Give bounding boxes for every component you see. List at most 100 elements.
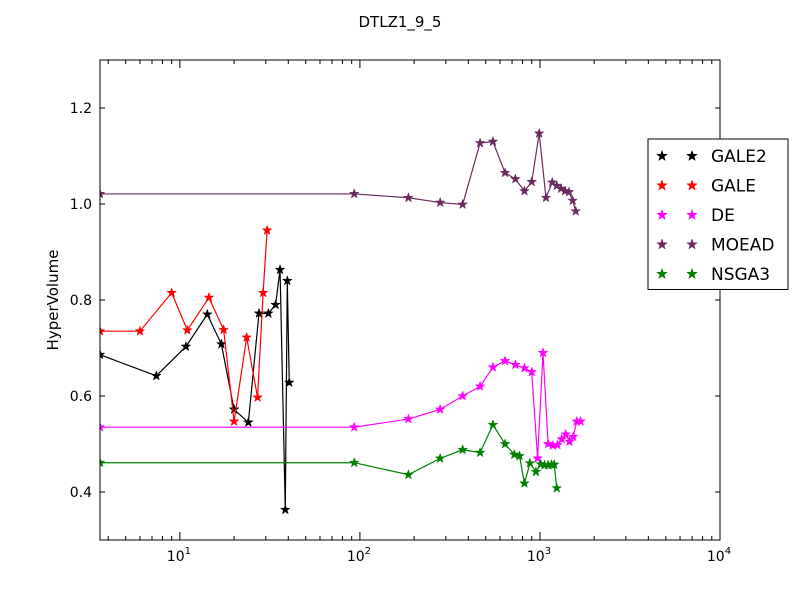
legend-label-de: DE xyxy=(711,206,735,226)
legend-marker-gale xyxy=(656,179,668,191)
data-point-de xyxy=(551,439,563,450)
y-axis-label: HyperVolume xyxy=(44,250,62,351)
data-point-moead xyxy=(100,188,106,199)
data-point-gale xyxy=(166,287,178,298)
data-point-gale2 xyxy=(262,307,274,319)
legend-label-nsga3: NSGA3 xyxy=(711,265,770,285)
x-tick-label: 104 xyxy=(707,546,731,565)
series-line-gale2 xyxy=(100,269,290,510)
data-point-de xyxy=(402,413,414,424)
data-point-gale2 xyxy=(274,263,286,275)
data-point-gale2 xyxy=(242,416,254,428)
y-tick-label: 1.2 xyxy=(70,101,92,117)
data-point-de xyxy=(542,438,554,449)
data-point-moead xyxy=(526,176,538,187)
data-point-moead xyxy=(570,205,582,216)
legend-marker-de xyxy=(686,208,698,221)
data-point-moead xyxy=(567,194,579,206)
data-point-nsga3 xyxy=(514,450,526,461)
data-point-gale2 xyxy=(283,376,295,388)
y-tick-label: 0.8 xyxy=(70,293,92,309)
y-tick-label: 0.6 xyxy=(70,389,92,405)
data-point-moead xyxy=(487,135,499,147)
legend-label-gale: GALE xyxy=(711,177,756,197)
data-point-de xyxy=(348,421,360,432)
data-point-gale xyxy=(257,287,269,298)
data-point-gale2 xyxy=(281,275,293,286)
data-point-moead xyxy=(509,173,521,184)
data-point-nsga3 xyxy=(100,456,106,468)
data-point-moead xyxy=(518,185,530,196)
data-point-de xyxy=(509,359,521,370)
data-point-gale xyxy=(252,391,264,403)
data-point-gale xyxy=(134,325,146,336)
data-point-gale2 xyxy=(201,308,213,320)
data-point-de xyxy=(518,362,530,373)
plot-frame xyxy=(99,59,721,541)
data-point-gale2 xyxy=(270,299,282,310)
legend-marker-gale xyxy=(686,179,698,191)
data-point-moead xyxy=(402,191,414,203)
data-point-nsga3 xyxy=(551,482,563,493)
data-point-gale xyxy=(261,224,273,236)
data-point-nsga3 xyxy=(548,458,560,470)
y-tick-label: 0.4 xyxy=(70,485,92,501)
legend-marker-nsga3 xyxy=(656,267,668,280)
legend-marker-de xyxy=(656,208,668,221)
data-point-moead xyxy=(348,188,360,199)
data-point-nsga3 xyxy=(518,477,530,489)
data-point-de xyxy=(567,431,579,442)
data-point-de xyxy=(537,347,549,358)
data-point-de xyxy=(532,452,544,464)
data-point-de xyxy=(556,433,568,444)
data-point-de xyxy=(560,428,572,440)
data-point-moead xyxy=(499,167,511,178)
data-point-gale xyxy=(100,325,106,336)
series-line-gale xyxy=(100,230,268,422)
data-point-nsga3 xyxy=(508,448,520,460)
chart-title: DTLZ1_9_5 xyxy=(359,13,442,32)
data-point-nsga3 xyxy=(348,456,360,468)
data-point-moead xyxy=(540,191,552,203)
data-point-moead xyxy=(533,127,545,139)
legend-marker-gale2 xyxy=(686,149,698,162)
data-point-nsga3 xyxy=(524,457,536,468)
data-point-nsga3 xyxy=(499,438,511,449)
data-point-gale2 xyxy=(150,370,162,381)
data-point-nsga3 xyxy=(434,452,446,464)
data-point-de xyxy=(457,390,469,401)
data-point-de xyxy=(564,435,576,447)
legend-marker-moead xyxy=(656,238,668,250)
series-line-nsga3 xyxy=(100,423,558,489)
data-point-nsga3 xyxy=(474,446,486,458)
data-point-nsga3 xyxy=(487,419,499,430)
data-point-gale xyxy=(181,324,193,335)
data-point-moead xyxy=(563,186,575,197)
data-point-moead xyxy=(474,137,486,148)
data-point-gale2 xyxy=(279,503,291,515)
data-point-gale xyxy=(228,415,240,427)
legend-label-moead: MOEAD xyxy=(711,236,775,256)
legend-marker-moead xyxy=(686,238,698,250)
data-point-moead xyxy=(551,180,563,191)
legend: GALE2 GALE DE MOEAD NSGA3 xyxy=(647,138,789,290)
data-point-gale xyxy=(203,291,215,303)
data-point-de xyxy=(487,361,499,372)
x-tick-label: 103 xyxy=(527,546,551,565)
data-point-de xyxy=(100,421,106,432)
data-point-de xyxy=(575,415,587,427)
data-point-nsga3 xyxy=(402,468,414,480)
data-point-gale xyxy=(241,331,253,343)
data-point-de xyxy=(526,366,538,377)
x-tick-label: 102 xyxy=(347,546,371,565)
data-point-nsga3 xyxy=(457,443,469,455)
series-group xyxy=(100,127,587,515)
data-point-gale2 xyxy=(180,340,192,352)
plot-area: 0.4 0.6 0.8 1.0 1.2 101 102 103 104 xyxy=(70,59,731,565)
data-point-moead xyxy=(457,198,469,210)
data-point-de xyxy=(474,380,486,392)
legend-box xyxy=(647,138,789,290)
x-tick-label: 101 xyxy=(167,546,191,565)
data-point-de xyxy=(499,355,511,366)
